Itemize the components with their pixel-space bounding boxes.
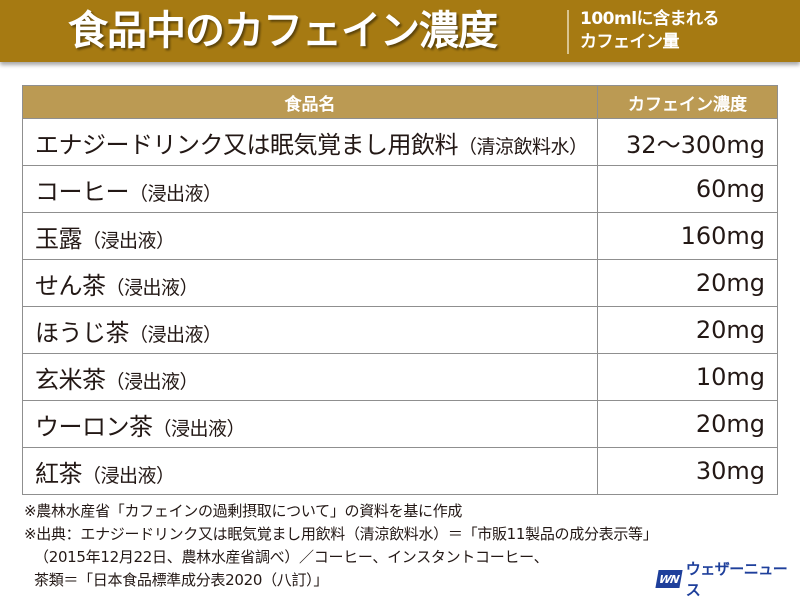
- source-notes: ※農林水産省「カフェインの過剰摂取について」の資料を基に作成 ※出典：エナジード…: [24, 500, 658, 592]
- food-note: （浸出液）: [82, 464, 175, 487]
- food-name: コーヒー: [35, 177, 130, 206]
- table-row: ほうじ茶（浸出液） 20mg: [22, 306, 778, 354]
- food-note: （浸出液）: [152, 417, 246, 440]
- caffeine-value: 160mg: [597, 212, 778, 260]
- wn-logo-icon: WN: [655, 570, 683, 588]
- page-title: 食品中のカフェイン濃度: [68, 8, 498, 54]
- note-line: ※出典：エナジードリンク又は眠気覚まし用飲料（清涼飲料水）＝「市販11製品の成分…: [24, 525, 658, 543]
- table-row: コーヒー（浸出液） 60mg: [22, 165, 778, 213]
- food-name: エナジードリンク又は眠気覚まし用飲料: [35, 130, 459, 159]
- food-name: 玉露: [35, 224, 83, 253]
- food-name-cell: 紅茶（浸出液）: [22, 447, 598, 495]
- food-note: （浸出液）: [105, 370, 199, 393]
- caffeine-value: 20mg: [597, 400, 778, 448]
- logo-text: ウェザーニュース: [685, 560, 788, 599]
- column-header-food: 食品名: [22, 85, 598, 119]
- subtitle-line-2: カフェイン量: [580, 32, 680, 52]
- subtitle-line-1: 100mlに含まれる: [580, 9, 720, 29]
- table-row: せん茶（浸出液） 20mg: [22, 259, 778, 307]
- weathernews-logo: WN ウェザーニュース: [655, 560, 800, 599]
- food-note: （浸出液）: [129, 182, 222, 205]
- food-name-cell: コーヒー（浸出液）: [22, 165, 598, 213]
- caffeine-value: 60mg: [597, 165, 778, 213]
- caffeine-value: 10mg: [597, 353, 778, 401]
- food-name-cell: 玉露（浸出液）: [22, 212, 598, 260]
- note-line: （2015年12月22日、農林水産省調べ）／コーヒー、インスタントコーヒー、: [34, 548, 549, 566]
- table-row: 玄米茶（浸出液） 10mg: [22, 353, 778, 401]
- banner-subtitle: 100mlに含まれる カフェイン量: [580, 8, 720, 54]
- banner-divider: [567, 10, 569, 54]
- table-row: 紅茶（浸出液） 30mg: [22, 447, 778, 495]
- food-note: （浸出液）: [82, 229, 175, 252]
- food-name-cell: 玄米茶（浸出液）: [22, 353, 598, 401]
- food-name: ほうじ茶: [35, 318, 130, 347]
- food-name-cell: エナジードリンク又は眠気覚まし用飲料（清涼飲料水）: [22, 118, 598, 166]
- table-row: ウーロン茶（浸出液） 20mg: [22, 400, 778, 448]
- caffeine-value: 30mg: [597, 447, 778, 495]
- food-note: （浸出液）: [105, 276, 199, 299]
- food-name-cell: せん茶（浸出液）: [22, 259, 598, 307]
- food-name-cell: ウーロン茶（浸出液）: [22, 400, 598, 448]
- note-line: 茶類＝「日本食品標準成分表2020（八訂）」: [34, 571, 329, 589]
- food-name: 紅茶: [35, 459, 83, 488]
- food-note: （浸出液）: [129, 323, 222, 346]
- caffeine-table: 食品名 カフェイン濃度 エナジードリンク又は眠気覚まし用飲料（清涼飲料水） 32…: [22, 85, 778, 495]
- food-note: （清涼飲料水）: [458, 135, 588, 158]
- table-row: 玉露（浸出液） 160mg: [22, 212, 778, 260]
- food-name: せん茶: [35, 271, 106, 300]
- table-row: エナジードリンク又は眠気覚まし用飲料（清涼飲料水） 32〜300mg: [22, 118, 778, 166]
- note-line: ※農林水産省「カフェインの過剰摂取について」の資料を基に作成: [24, 502, 463, 520]
- title-banner: 食品中のカフェイン濃度 100mlに含まれる カフェイン量: [0, 0, 800, 62]
- column-header-caffeine: カフェイン濃度: [597, 85, 778, 119]
- caffeine-value: 32〜300mg: [597, 118, 778, 166]
- table-header-row: 食品名 カフェイン濃度: [22, 85, 778, 119]
- caffeine-value: 20mg: [597, 259, 778, 307]
- caffeine-value: 20mg: [597, 306, 778, 354]
- food-name: ウーロン茶: [35, 412, 153, 441]
- food-name: 玄米茶: [35, 365, 106, 394]
- food-name-cell: ほうじ茶（浸出液）: [22, 306, 598, 354]
